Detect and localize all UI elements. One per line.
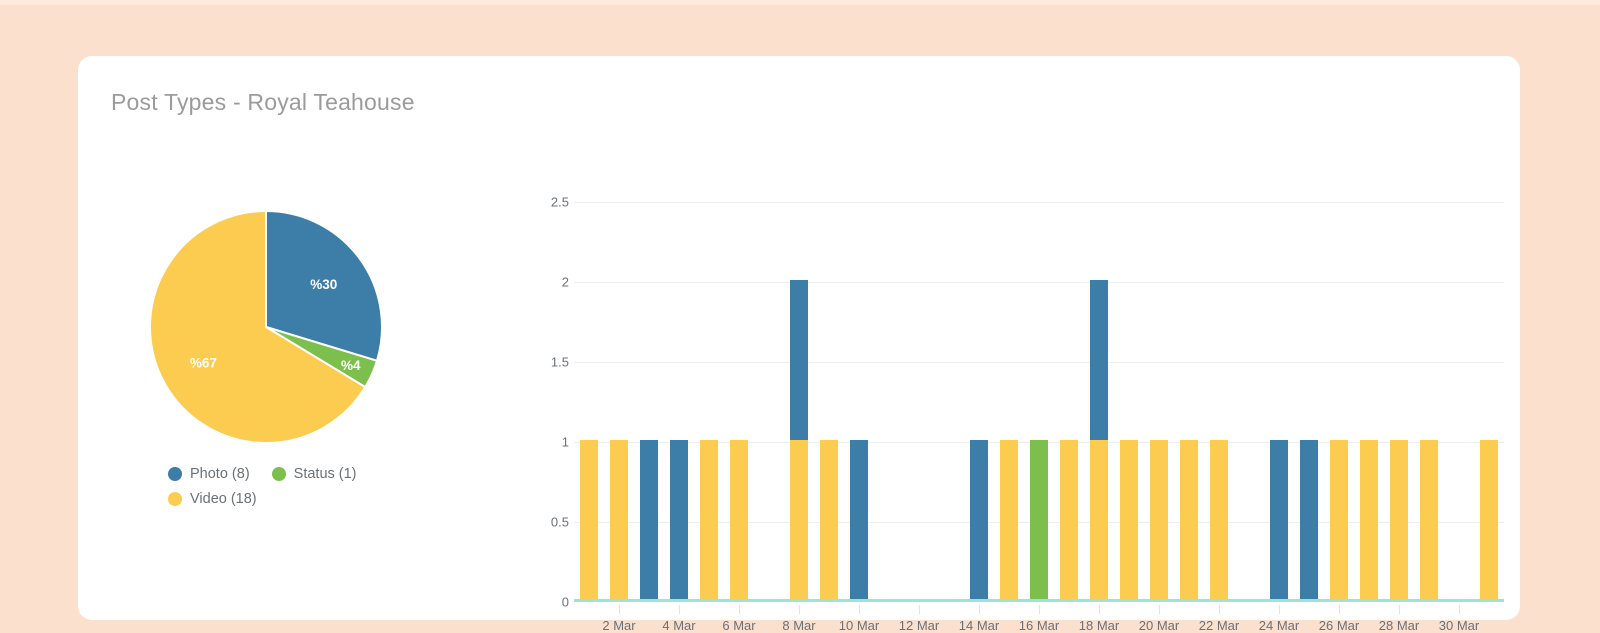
x-axis-tick-label: 16 Mar bbox=[1018, 618, 1060, 633]
y-axis-tick-label: 1.5 bbox=[550, 354, 569, 370]
x-axis-tick-mark bbox=[979, 605, 980, 614]
x-axis-tick-label: 26 Mar bbox=[1318, 618, 1360, 633]
bar-chart-section: 0 0.5 1 1.5 2 2.5 2 Mar 4 Mar 6 Mar 8 Mar 10 Mar 1… bbox=[458, 136, 1518, 633]
bar-video-28-mar[interactable] bbox=[1390, 440, 1408, 600]
x-axis-tick-label: 24 Mar bbox=[1258, 618, 1300, 633]
x-axis-tick-mark bbox=[1399, 605, 1400, 614]
bar-video-18-mar[interactable] bbox=[1090, 440, 1108, 600]
legend-label-photo: Photo (8) bbox=[190, 466, 250, 482]
bar-photo-3-mar[interactable] bbox=[640, 440, 658, 600]
y-axis-tick-label: 2.5 bbox=[550, 194, 569, 210]
bar-video-20-mar[interactable] bbox=[1150, 440, 1168, 600]
legend-row-2: Video (18) bbox=[168, 491, 468, 507]
x-axis-tick-mark bbox=[919, 605, 920, 614]
x-axis-tick-mark bbox=[1039, 605, 1040, 614]
x-axis-tick-mark bbox=[1159, 605, 1160, 614]
bar-video-22-mar[interactable] bbox=[1210, 440, 1228, 600]
gridline bbox=[574, 202, 1504, 203]
x-axis-tick-label: 14 Mar bbox=[958, 618, 1000, 633]
x-axis-tick-label: 20 Mar bbox=[1138, 618, 1180, 633]
legend-label-status: Status (1) bbox=[293, 466, 357, 482]
bar-video-6-mar[interactable] bbox=[730, 440, 748, 600]
x-axis-tick-mark bbox=[619, 605, 620, 614]
x-axis-tick-label: 12 Mar bbox=[898, 618, 940, 633]
bar-video-17-mar[interactable] bbox=[1060, 440, 1078, 600]
y-axis-tick-label: 2 bbox=[561, 274, 569, 290]
x-axis-tick-mark bbox=[799, 605, 800, 614]
bar-video-1-mar[interactable] bbox=[580, 440, 598, 600]
bar-video-19-mar[interactable] bbox=[1120, 440, 1138, 600]
x-axis-tick-mark bbox=[679, 605, 680, 614]
x-axis-tick-label: 6 Mar bbox=[722, 618, 756, 633]
bar-photo-25-mar[interactable] bbox=[1300, 440, 1318, 600]
legend-dot-video bbox=[168, 492, 182, 506]
x-axis-tick-mark bbox=[1099, 605, 1100, 614]
x-axis-tick-mark bbox=[1339, 605, 1340, 614]
bar-video-2-mar[interactable] bbox=[610, 440, 628, 600]
pie-chart-svg: %30 %4 %67 bbox=[149, 209, 383, 444]
page-top-strip bbox=[0, 0, 1600, 5]
x-axis-tick-label: 22 Mar bbox=[1198, 618, 1240, 633]
bar-video-15-mar[interactable] bbox=[1000, 440, 1018, 600]
post-types-card: Post Types - Royal Teahouse %30 %4 %67 Pho… bbox=[78, 56, 1520, 633]
bar-video-8-mar[interactable] bbox=[790, 440, 808, 600]
bar-video-26-mar[interactable] bbox=[1330, 440, 1348, 600]
bar-photo-18-mar[interactable] bbox=[1090, 280, 1108, 440]
bar-video-9-mar[interactable] bbox=[820, 440, 838, 600]
x-axis-tick-label: 4 Mar bbox=[662, 618, 696, 633]
pie-slices bbox=[149, 209, 383, 444]
pie-chart-section: %30 %4 %67 Photo (8) Status (1) Video (18) bbox=[78, 176, 498, 596]
bar-photo-24-mar[interactable] bbox=[1270, 440, 1288, 600]
x-axis-tick-mark bbox=[1219, 605, 1220, 614]
page-title: Post Types - Royal Teahouse bbox=[111, 89, 415, 115]
bar-chart-plot-area[interactable]: 0 0.5 1 1.5 2 2.5 2 Mar 4 Mar 6 Mar 8 Mar 10 Mar 1… bbox=[551, 195, 1504, 633]
bar-video-5-mar[interactable] bbox=[700, 440, 718, 600]
x-axis-tick-label: 18 Mar bbox=[1078, 618, 1120, 633]
legend-label-video: Video (18) bbox=[190, 491, 257, 507]
gridline bbox=[574, 282, 1504, 283]
bar-photo-4-mar[interactable] bbox=[670, 440, 688, 600]
pie-slice-label-status: %4 bbox=[341, 358, 361, 373]
bar-video-31-mar[interactable] bbox=[1480, 440, 1498, 600]
pie-slice-video[interactable] bbox=[149, 209, 367, 444]
x-axis-tick-label: 30 Mar bbox=[1438, 618, 1480, 633]
pie-slice-label-photo: %30 bbox=[310, 277, 337, 292]
bar-video-21-mar[interactable] bbox=[1180, 440, 1198, 600]
x-axis-tick-label: 10 Mar bbox=[838, 618, 880, 633]
y-axis-tick-label: 1 bbox=[561, 434, 569, 450]
legend-row-1: Photo (8) Status (1) bbox=[168, 466, 468, 482]
x-axis-tick-mark bbox=[859, 605, 860, 614]
gridline bbox=[574, 362, 1504, 363]
bar-video-27-mar[interactable] bbox=[1360, 440, 1378, 600]
y-axis-tick-label: 0 bbox=[561, 594, 569, 610]
x-axis-tick-label: 28 Mar bbox=[1378, 618, 1420, 633]
bar-photo-10-mar[interactable] bbox=[850, 440, 868, 600]
legend-dot-status bbox=[271, 467, 286, 481]
bar-photo-14-mar[interactable] bbox=[970, 440, 988, 600]
legend-dot-photo bbox=[168, 467, 182, 481]
bar-status-16-mar[interactable] bbox=[1030, 440, 1048, 600]
pie-slice-photo[interactable] bbox=[265, 209, 383, 363]
x-axis-tick-label: 2 Mar bbox=[602, 618, 636, 633]
x-axis-tick-label: 8 Mar bbox=[782, 618, 816, 633]
bar-photo-8-mar[interactable] bbox=[790, 280, 808, 440]
x-axis-tick-mark bbox=[1459, 605, 1460, 614]
legend-item-video[interactable]: Video (18) bbox=[168, 491, 257, 507]
x-axis-tick-mark bbox=[739, 605, 740, 614]
pie-slice-label-video: %67 bbox=[190, 355, 217, 370]
bar-video-29-mar[interactable] bbox=[1420, 440, 1438, 600]
pie-legend: Photo (8) Status (1) Video (18) bbox=[168, 466, 468, 516]
y-axis-tick-label: 0.5 bbox=[550, 514, 569, 530]
x-axis-baseline bbox=[574, 599, 1504, 602]
legend-item-status[interactable]: Status (1) bbox=[271, 466, 357, 482]
pie-chart[interactable]: %30 %4 %67 bbox=[148, 209, 384, 445]
x-axis-tick-mark bbox=[1279, 605, 1280, 614]
legend-item-photo[interactable]: Photo (8) bbox=[168, 466, 250, 482]
pie-slice-labels: %30 %4 %67 bbox=[190, 277, 361, 373]
